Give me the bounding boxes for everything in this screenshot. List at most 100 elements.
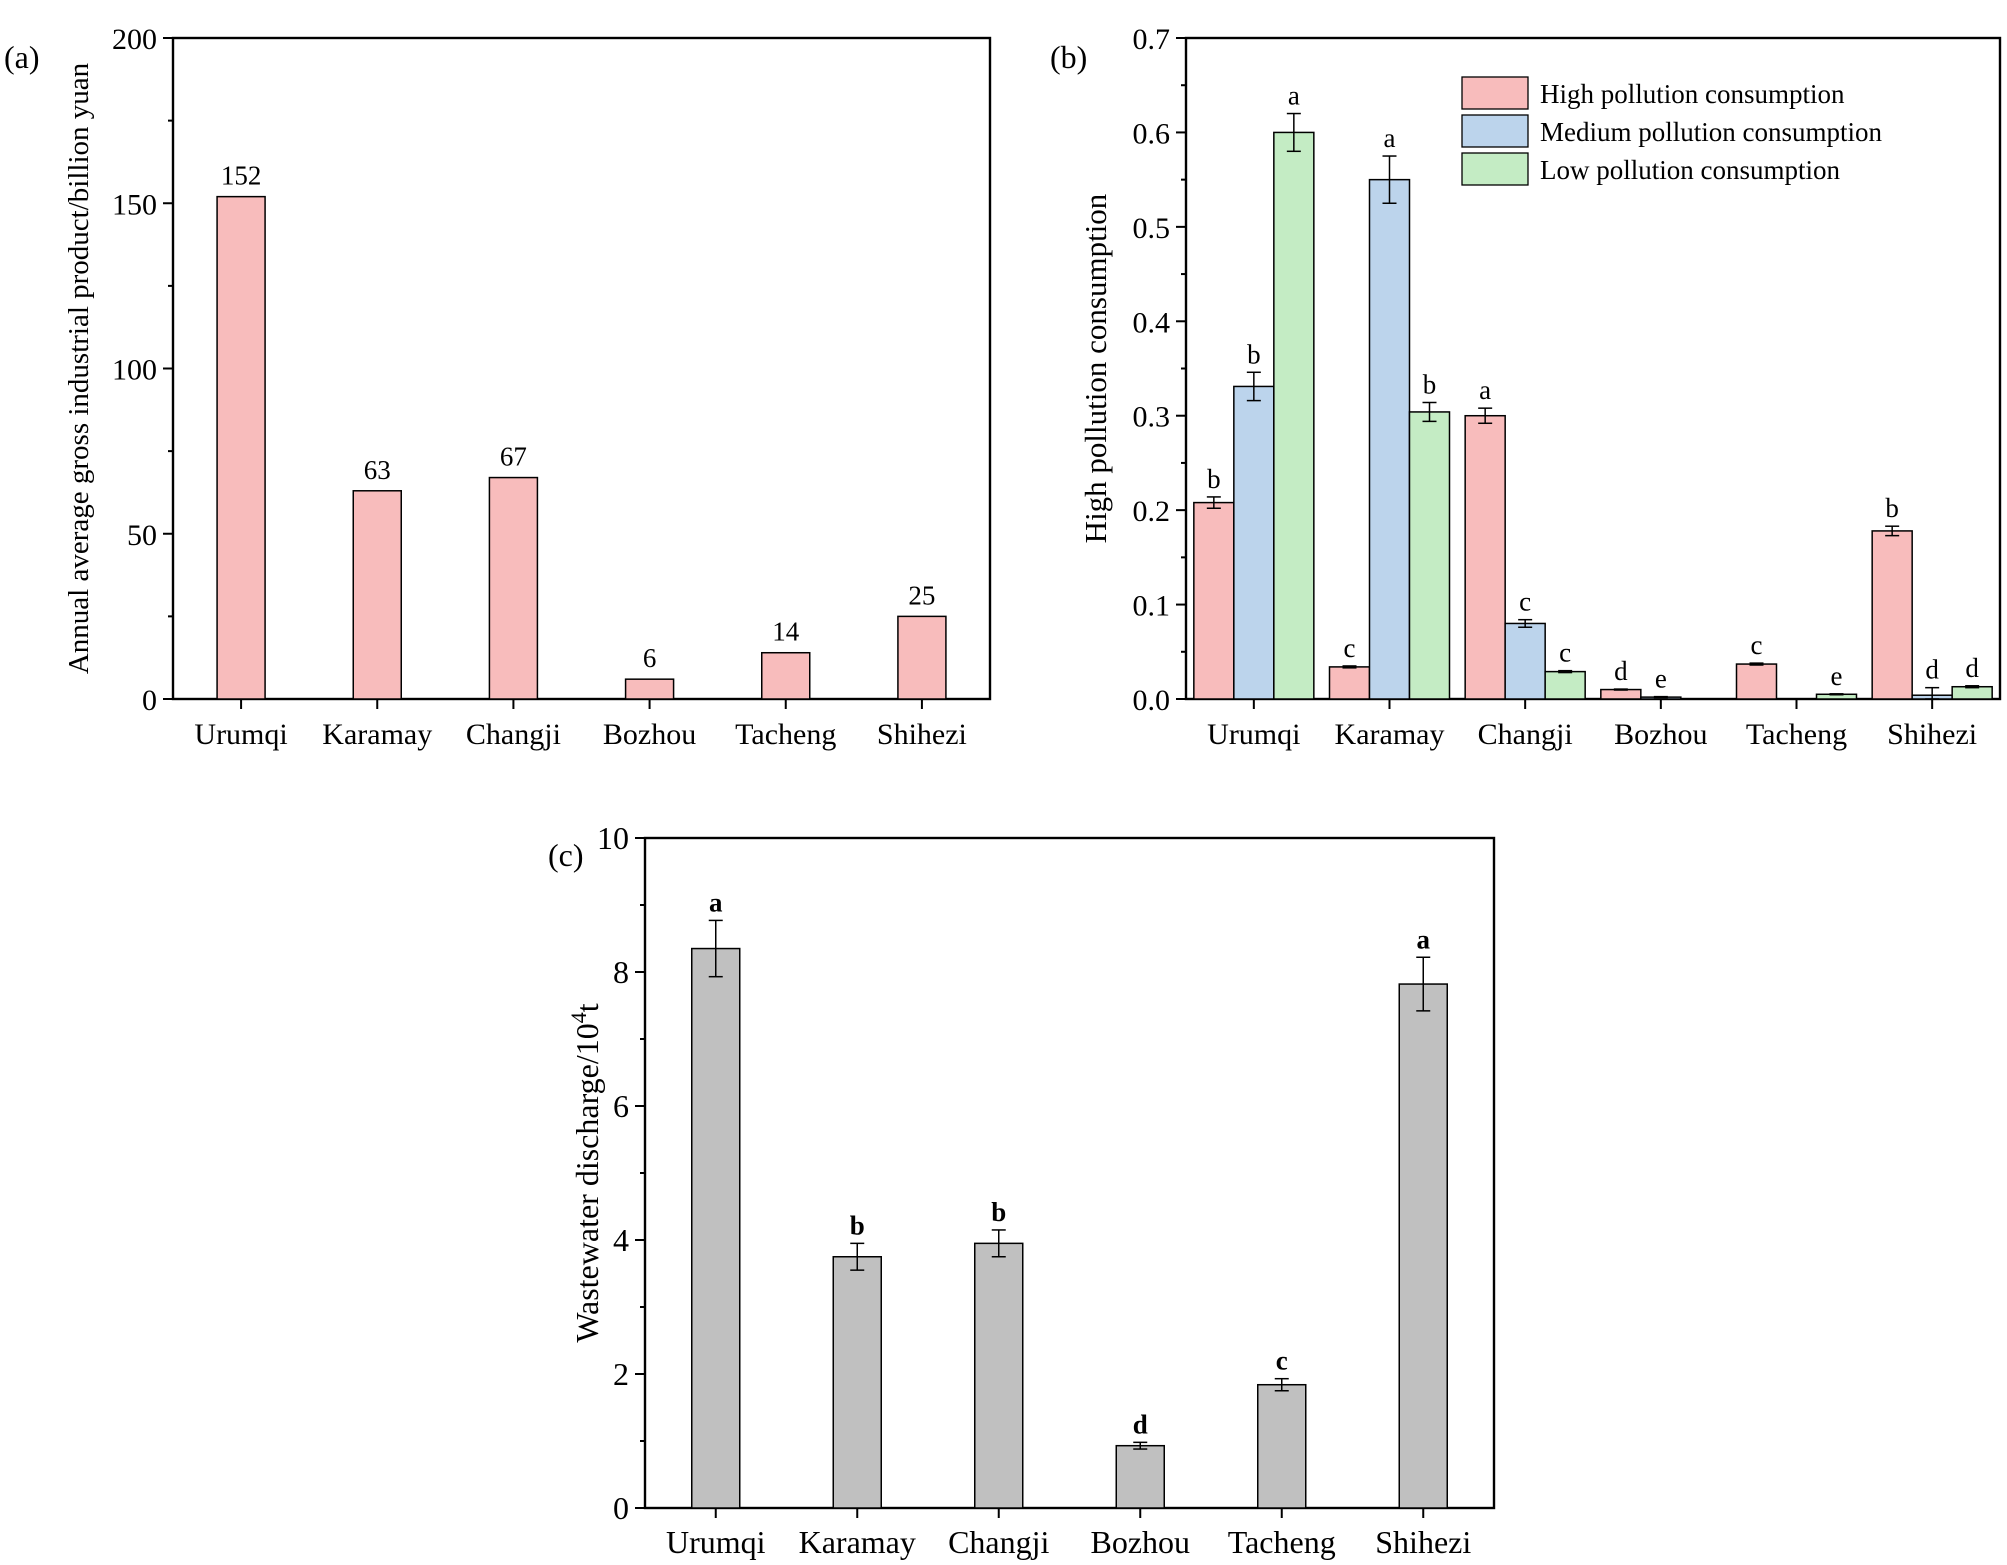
panel-b-y-tick-label: 0.4 xyxy=(1133,306,1171,339)
panel-b-significance-letter: c xyxy=(1344,633,1356,663)
panel-b-significance-letter: c xyxy=(1519,587,1531,617)
panel-a-x-tick-label: Karamay xyxy=(322,718,432,751)
panel-b-bar xyxy=(1735,663,1778,700)
panel-b-x-tick-label: Shihezi xyxy=(1887,718,1977,751)
panel-a-bar xyxy=(216,195,266,700)
panel-b-bar xyxy=(1951,685,1993,700)
panel-a-x-tick-label: Bozhou xyxy=(603,718,696,751)
panel-b-significance-letter: d xyxy=(1925,655,1939,685)
panel-c-x-tick-label: Urumqi xyxy=(666,1524,766,1560)
panel-c-bar xyxy=(832,1256,882,1509)
panel-c-x-tick-label: Tacheng xyxy=(1228,1524,1336,1560)
panel-c-label: (c) xyxy=(548,837,584,873)
panel-c-x-tick-label: Shihezi xyxy=(1375,1524,1471,1560)
panel-b-bar xyxy=(1544,670,1586,700)
panel-b-significance-letter: d xyxy=(1614,656,1628,686)
panel-b-chart: 0.0 0.1 0.2 0.3 0.4 0.5 0.6 0.7 Urumqi Karamay Cha… xyxy=(1078,23,2002,751)
panel-c-y-tick-label: 8 xyxy=(613,954,629,990)
panel-a-x-tick-label: Urumqi xyxy=(194,718,287,751)
panel-c-x-tick-label: Karamay xyxy=(799,1524,916,1560)
panel-a-x-tick-label: Tacheng xyxy=(735,718,836,751)
panel-b-x-tick-label: Bozhou xyxy=(1614,718,1707,751)
panel-a-data-label: 14 xyxy=(772,617,800,647)
panel-b-significance-letter: a xyxy=(1288,81,1300,111)
panel-a-y-tick-label: 150 xyxy=(112,188,157,221)
panel-c-plot-frame xyxy=(643,836,1496,1510)
panel-b-y-axis-title: High pollution consumption xyxy=(1078,193,1113,543)
panel-b-bar xyxy=(1233,385,1275,700)
panel-b-significance-letter: c xyxy=(1751,630,1763,660)
panel-a-y-tick-label: 0 xyxy=(142,684,157,717)
panel-b-bar xyxy=(1871,530,1913,700)
panel-b-significance-letter: e xyxy=(1831,661,1843,691)
panel-b-y-tick-label: 0.5 xyxy=(1133,212,1171,245)
panel-a-y-axis-title: Annual average gross industrial product/… xyxy=(63,62,95,674)
panel-c-significance-letter: a xyxy=(1417,924,1431,954)
panel-b-y-tick-label: 0.2 xyxy=(1133,495,1171,528)
panel-b-x-tick-label: Karamay xyxy=(1335,718,1445,751)
panel-b-significance-letter: b xyxy=(1207,464,1221,494)
panel-a-y-tick-label: 200 xyxy=(112,23,157,56)
panel-a-plot-frame xyxy=(171,36,992,701)
panel-b-legend-label: Medium pollution consumption xyxy=(1540,117,1882,147)
panel-b-significance-letter: a xyxy=(1479,375,1491,405)
panel-c-y-tick-label: 10 xyxy=(597,820,629,856)
panel-b-bar xyxy=(1464,414,1506,700)
panel-b-legend-swatch xyxy=(1461,152,1529,186)
panel-c-y-tick-label: 6 xyxy=(613,1088,629,1124)
panel-a-data-label: 6 xyxy=(643,643,657,673)
panel-b-significance-letter: b xyxy=(1423,369,1437,399)
panel-b-significance-letter: e xyxy=(1655,664,1667,694)
panel-b-y-tick-label: 0.3 xyxy=(1133,401,1171,434)
panel-b-legend-label: Low pollution consumption xyxy=(1540,155,1840,185)
panel-b-label: (b) xyxy=(1050,39,1087,75)
panel-a-chart: 0 50 100 150 200 Urumqi Karamay Changji Bozhou Ta… xyxy=(63,23,992,751)
panel-b-x-tick-label: Changji xyxy=(1478,718,1573,751)
panel-c-significance-letter: a xyxy=(709,887,723,917)
panel-c-significance-letter: b xyxy=(991,1197,1006,1227)
panel-a-label: (a) xyxy=(4,39,40,75)
panel-b-significance-letter: b xyxy=(1885,493,1899,523)
panel-a-y-tick-label: 50 xyxy=(127,519,157,552)
panel-b-y-tick-label: 0.7 xyxy=(1133,23,1171,56)
panel-a-data-label: 152 xyxy=(221,161,262,191)
panel-b-y-tick-label: 0.0 xyxy=(1133,684,1171,717)
panel-a-bar xyxy=(624,678,675,700)
panel-b-legend-label: High pollution consumption xyxy=(1540,79,1845,109)
panel-a-bar xyxy=(897,615,947,700)
panel-c-bar xyxy=(1115,1444,1165,1509)
panel-b-bar xyxy=(1408,411,1451,700)
panel-b-y-tick-label: 0.1 xyxy=(1133,590,1171,623)
panel-c-y-tick-label: 0 xyxy=(613,1490,629,1526)
panel-c-significance-letter: d xyxy=(1133,1409,1148,1439)
panel-a-data-label: 67 xyxy=(500,442,527,472)
panel-a-x-tick-label: Changji xyxy=(466,718,561,751)
panel-c-y-axis-title-unit: t xyxy=(569,1003,605,1012)
panel-b-x-tick-label: Urumqi xyxy=(1207,718,1300,751)
panel-c-x-tick-label: Changji xyxy=(948,1524,1049,1560)
panel-b-x-tick-label: Tacheng xyxy=(1746,718,1847,751)
panel-c-y-tick-label: 2 xyxy=(613,1356,629,1392)
panel-b-y-tick-label: 0.6 xyxy=(1133,117,1171,150)
panel-b-significance-letter: b xyxy=(1247,339,1261,369)
panel-a-bar xyxy=(488,476,539,700)
panel-b-significance-letter: a xyxy=(1384,123,1396,153)
panel-c-chart: 0 2 4 6 8 10 Urumqi Karamay Changji Bozhou Tacheng… xyxy=(566,820,1496,1560)
panel-c-y-tick-label: 4 xyxy=(613,1222,629,1258)
panel-c-significance-letter: c xyxy=(1276,1346,1288,1376)
panel-b-significance-letter: d xyxy=(1965,653,1979,683)
panel-b-bar xyxy=(1600,688,1642,700)
panel-b-bar xyxy=(1504,622,1546,700)
panel-b-bar xyxy=(1273,131,1315,700)
panel-c-x-tick-label: Bozhou xyxy=(1090,1524,1190,1560)
panel-c-bar xyxy=(1398,983,1448,1509)
panel-b-bar xyxy=(1193,501,1235,700)
panel-b-legend-swatch xyxy=(1461,114,1529,148)
panel-a-bar xyxy=(352,490,402,700)
panel-c-significance-letter: b xyxy=(850,1210,865,1240)
panel-a-data-label: 25 xyxy=(908,580,935,610)
panel-c-bar xyxy=(974,1242,1024,1509)
panel-c-y-axis-title-superscript: 4 xyxy=(566,1012,591,1023)
panel-c-bar xyxy=(691,947,741,1509)
